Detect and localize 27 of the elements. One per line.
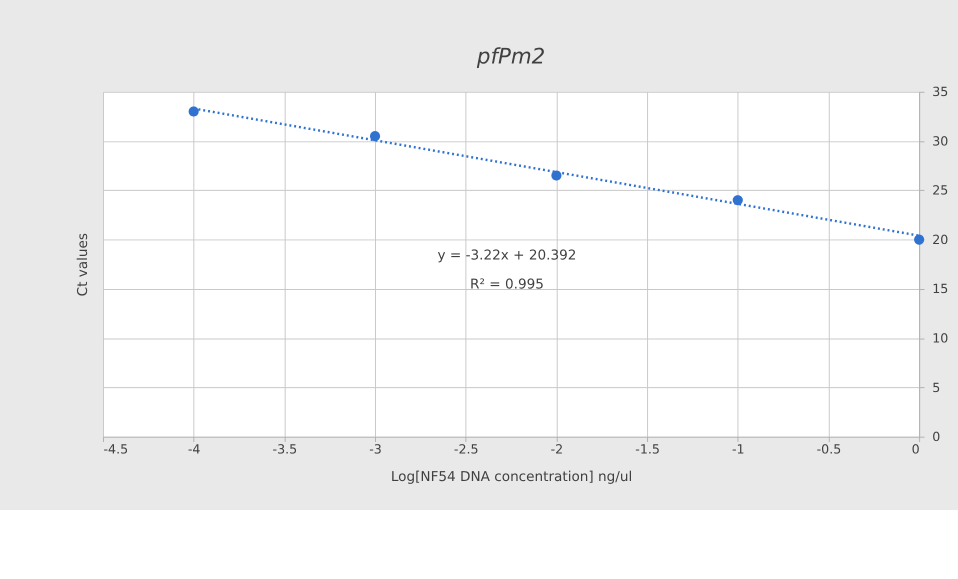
x-axis-title: Log[NF54 DNA concentration] ng/ul — [390, 468, 632, 485]
x-tick-label: 0 — [912, 442, 920, 457]
x-tick-label: -1.5 — [635, 442, 660, 457]
point — [551, 170, 562, 181]
y-tick-label: 5 — [932, 380, 940, 395]
annotation: y = -3.22x + 20.392 — [438, 247, 576, 264]
x-tick-label: -4 — [188, 442, 200, 457]
point — [370, 131, 380, 142]
chart-title: pfPm2 — [476, 44, 546, 70]
x-tick-label: -0.5 — [816, 442, 842, 457]
point — [188, 106, 199, 117]
x-tick-label: -1 — [732, 442, 745, 457]
annotation: R² = 0.995 — [470, 276, 544, 293]
y-tick-label: 25 — [932, 182, 948, 198]
x-tick-label: -2 — [550, 442, 564, 457]
y-tick-label: 20 — [932, 232, 948, 247]
x-tick-label: -4.5 — [103, 442, 128, 457]
y-tick-label: 30 — [932, 133, 948, 148]
y-tick-label: 35 — [932, 84, 948, 100]
x-tick-label: -2.5 — [454, 442, 479, 457]
x-tick-label: -3 — [369, 442, 382, 457]
y-tick-label: 15 — [932, 281, 948, 296]
y-axis-title: Ct values — [74, 233, 91, 296]
x-tick-label: -3.5 — [272, 442, 298, 457]
point — [914, 234, 924, 245]
y-tick-label: 10 — [932, 330, 948, 346]
y-tick-label: 0 — [932, 429, 940, 444]
